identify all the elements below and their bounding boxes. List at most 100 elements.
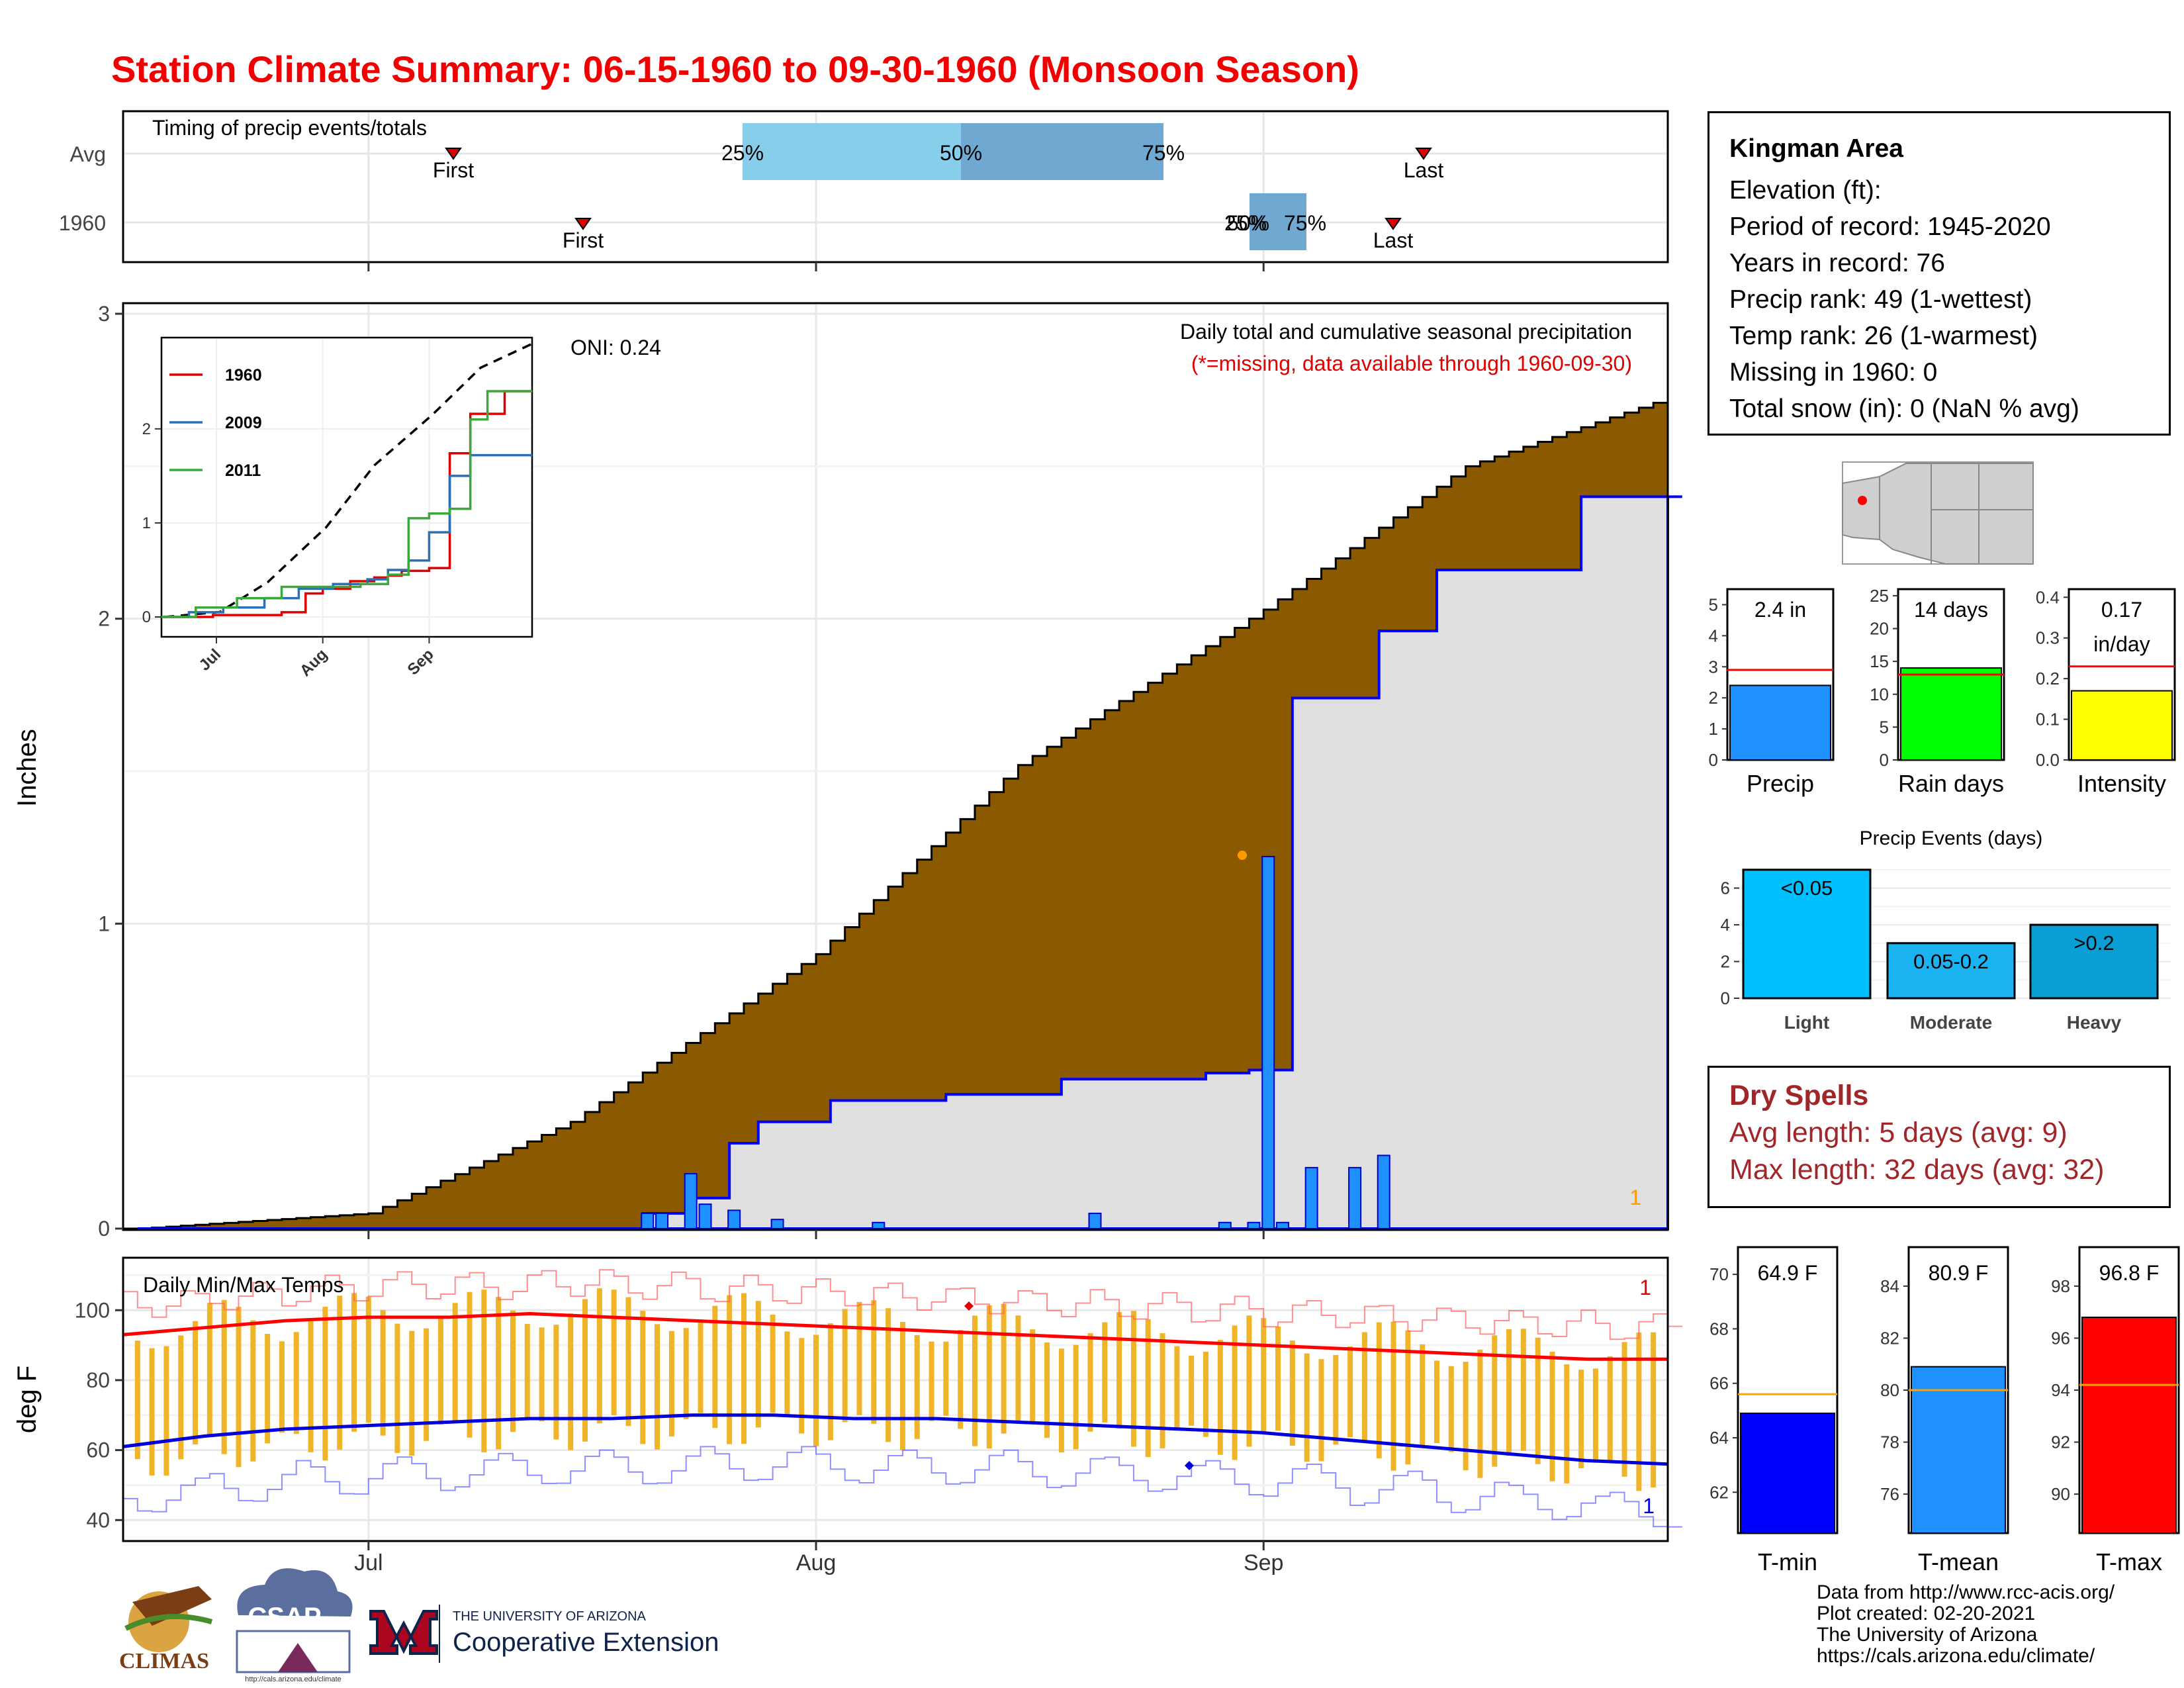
event-bar-heavy xyxy=(2029,923,2159,1000)
precip-ytick: 3 xyxy=(98,302,110,326)
summary-label: Precip xyxy=(1747,770,1814,797)
daily-temp-bar xyxy=(1160,1333,1165,1448)
avg-last-marker xyxy=(1415,148,1432,160)
precip-panel: 0 1 2 3 Inches Daily total and cumulative s… xyxy=(13,302,1682,1241)
max-daily-marker xyxy=(1238,851,1247,860)
inset-legend-label: 1960 xyxy=(225,366,262,385)
temp-summary-t-max: 90 92 94 96 98 96.8 F T-max xyxy=(2051,1246,2180,1575)
ua-line1: THE UNIVERSITY OF ARIZONA xyxy=(453,1609,647,1624)
daily-precip-bar xyxy=(641,1212,655,1230)
summary-label: Intensity xyxy=(2077,770,2166,797)
daily-precip-bars xyxy=(641,855,1390,1230)
inset-ytick: 0 xyxy=(142,608,151,626)
daily-temp-bar xyxy=(914,1335,920,1439)
daily-temp-bar xyxy=(1405,1330,1411,1465)
precip-subtitle: Daily total and cumulative seasonal prec… xyxy=(1180,320,1632,344)
daily-precip-bar xyxy=(1247,1221,1261,1229)
timing-row-year: 1960 xyxy=(59,211,106,235)
daily-temp-bar xyxy=(770,1314,776,1413)
timing-row-avg: Avg xyxy=(69,142,106,166)
precip-ytick: 1 xyxy=(98,912,110,935)
precip-events-chart: Precip Events (days) <0.05 Light 0.05-0.2 Mo… xyxy=(1721,827,2171,1033)
event-bar-moderate xyxy=(1886,942,2016,1000)
event-category: Heavy xyxy=(2067,1012,2122,1033)
daily-temp-bar xyxy=(1361,1332,1367,1441)
average-cumulative-area xyxy=(122,398,1669,1231)
summary-tick: 0.3 xyxy=(2036,628,2060,648)
daily-temp-bar xyxy=(394,1323,400,1453)
event-bar-label: <0.05 xyxy=(1781,876,1833,900)
avg-first-label: First xyxy=(433,158,474,182)
daily-temp-bar xyxy=(568,1313,574,1450)
daily-temp-bar xyxy=(625,1297,631,1427)
summary-label: Rain days xyxy=(1898,770,2004,797)
year-last-marker xyxy=(1385,218,1402,230)
daily-temp-bar xyxy=(250,1320,256,1462)
event-bar-label: >0.2 xyxy=(2073,931,2114,955)
summary-bar-precip: 0 1 2 3 4 5 2.4 in Precip xyxy=(1709,588,1835,797)
temp-xtick: Aug xyxy=(796,1550,837,1575)
precip-corner-label: 1 xyxy=(1629,1186,1641,1209)
event-ytick: 2 xyxy=(1721,952,1730,972)
year-last-label: Last xyxy=(1373,228,1414,252)
csap-url: http://cals.arizona.edu/climate xyxy=(245,1675,341,1683)
summary-tick: 3 xyxy=(1709,657,1718,677)
daily-temp-bar xyxy=(221,1299,227,1454)
dry-spells-title: Dry Spells xyxy=(1729,1080,1869,1111)
summary-bar-fill xyxy=(1900,667,2002,761)
event-ytick: 4 xyxy=(1721,915,1730,935)
daily-precip-bar xyxy=(1261,855,1275,1229)
summary-tick: 20 xyxy=(1870,619,1889,639)
avg-last-label: Last xyxy=(1404,158,1444,182)
temp-summary-tick: 80 xyxy=(1880,1380,1899,1400)
daily-temp-bar xyxy=(409,1331,415,1456)
temp-summary-tick: 76 xyxy=(1880,1484,1899,1504)
daily-temp-bar xyxy=(149,1348,155,1476)
daily-temp-bar xyxy=(1477,1349,1483,1478)
daily-temp-bar xyxy=(539,1327,545,1422)
daily-temp-bar xyxy=(1116,1312,1122,1429)
temp-ytick: 100 xyxy=(75,1298,110,1322)
summary-bar-fill xyxy=(1729,684,1831,761)
dry-spells-box: Dry Spells Avg length: 5 days (avg: 9) M… xyxy=(1707,1066,2171,1208)
daily-temp-bar xyxy=(683,1328,689,1419)
daily-temp-bar xyxy=(856,1301,862,1415)
daily-temp-bar xyxy=(1390,1321,1396,1471)
summary-value-unit: in/day xyxy=(2093,632,2150,656)
daily-precip-bar xyxy=(770,1219,784,1230)
temp-summary-label: T-mean xyxy=(1918,1548,1999,1575)
summary-tick: 0.1 xyxy=(2036,710,2060,729)
daily-temp-bar xyxy=(784,1331,790,1417)
daily-temp-bar xyxy=(1621,1342,1627,1477)
inset-ytick: 2 xyxy=(142,420,151,438)
daily-precip-bar xyxy=(698,1203,712,1229)
daily-temp-bar xyxy=(1333,1354,1339,1445)
temp-summary-tick: 94 xyxy=(2051,1380,2070,1400)
record-max-line xyxy=(123,1269,1682,1340)
year-cumulative-area xyxy=(137,495,1682,1230)
year-first-marker xyxy=(574,218,592,230)
station-missing: Missing in 1960: 0 xyxy=(1729,358,1938,387)
station-precip-rank: Precip rank: 49 (1-wettest) xyxy=(1729,285,2032,314)
record-low-marker xyxy=(1185,1461,1194,1470)
daily-temp-bar xyxy=(596,1288,602,1424)
temp-summary-tick: 92 xyxy=(2051,1432,2070,1452)
daily-precip-bar xyxy=(1218,1221,1232,1229)
summary-value: 2.4 in xyxy=(1754,598,1806,622)
daily-precip-bar xyxy=(1276,1221,1290,1229)
temp-summary-tick: 78 xyxy=(1880,1432,1899,1452)
temp-ytick: 60 xyxy=(86,1438,110,1462)
inset-ytick: 1 xyxy=(142,514,151,532)
daily-temp-bar xyxy=(986,1305,992,1449)
daily-temp-bar xyxy=(351,1293,357,1432)
credit-line: Data from http://www.rcc-acis.org/ xyxy=(1817,1581,2115,1603)
daily-temp-bar xyxy=(1015,1315,1021,1421)
daily-temp-bar xyxy=(178,1335,184,1460)
daily-temp-bar xyxy=(972,1315,978,1446)
temp-ylabel: deg F xyxy=(13,1366,42,1433)
year-p75: 75% xyxy=(1284,211,1326,235)
daily-temp-bar xyxy=(1651,1332,1657,1487)
daily-temp-bar xyxy=(308,1321,314,1452)
